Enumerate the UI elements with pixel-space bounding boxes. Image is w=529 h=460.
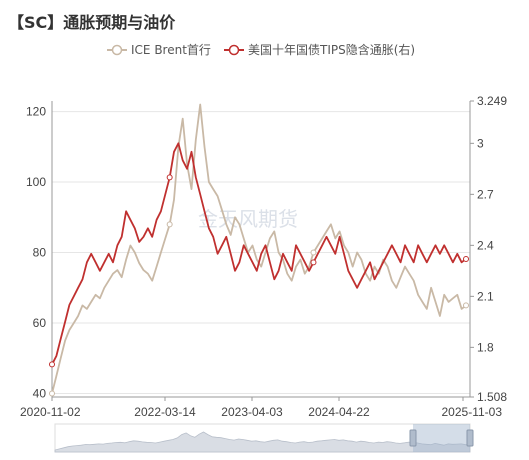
series-marker bbox=[310, 259, 317, 266]
x-tick-label: 2024-04-22 bbox=[308, 405, 370, 419]
y-left-tick-label: 60 bbox=[33, 316, 47, 330]
series-marker bbox=[49, 361, 55, 368]
chart-title: 【SC】通胀预期与油价 bbox=[8, 13, 176, 32]
y-right-tick-label: 2.4 bbox=[477, 238, 494, 252]
series-layer bbox=[49, 103, 469, 397]
y-right-tick-label: 3 bbox=[477, 136, 484, 150]
series-marker bbox=[49, 390, 55, 397]
y-left-tick-label: 120 bbox=[26, 105, 46, 119]
series-marker bbox=[463, 302, 469, 309]
series-marker bbox=[463, 255, 469, 262]
series-line-tips bbox=[51, 142, 467, 365]
y-right-tick-label: 1.508 bbox=[477, 390, 507, 404]
y-left-tick-label: 80 bbox=[33, 246, 47, 260]
legend-item-brent[interactable]: ICE Brent首行 bbox=[107, 43, 211, 57]
legend-item-tips[interactable]: 美国十年国债TIPS隐含通胀(右) bbox=[224, 42, 415, 57]
x-tick-label: 2023-04-03 bbox=[221, 405, 283, 419]
x-tick-label: 2020-11-02 bbox=[20, 405, 81, 419]
zoom-window[interactable] bbox=[413, 424, 470, 452]
zoom-minimap bbox=[54, 431, 471, 453]
zoom-handle-left[interactable] bbox=[409, 429, 417, 447]
series-marker bbox=[166, 174, 173, 181]
legend-label-tips: 美国十年国债TIPS隐含通胀(右) bbox=[248, 42, 415, 57]
x-tick-label: 2022-03-14 bbox=[134, 405, 196, 419]
series-marker bbox=[310, 249, 317, 256]
y-right-tick-label: 3.249 bbox=[477, 94, 507, 108]
y-left-tick-label: 100 bbox=[26, 175, 46, 189]
zoom-slider[interactable] bbox=[54, 423, 474, 453]
x-tick-label: 2025-11-03 bbox=[442, 405, 503, 419]
y-left-tick-label: 40 bbox=[33, 386, 47, 400]
legend[interactable]: ICE Brent首行 美国十年国债TIPS隐含通胀(右) bbox=[107, 42, 415, 57]
series-marker bbox=[166, 221, 173, 228]
y-right-tick-label: 2.7 bbox=[477, 187, 494, 201]
watermark: 金天风期货 bbox=[198, 207, 298, 231]
axes: 40 60 80 100 120 1.508 1.8 2.1 2.4 2.7 3 3.249 2020-… bbox=[20, 94, 507, 419]
legend-label-brent: ICE Brent首行 bbox=[131, 43, 211, 57]
y-right-tick-label: 2.1 bbox=[477, 289, 494, 303]
y-right-tick-label: 1.8 bbox=[477, 340, 494, 354]
zoom-handle-right[interactable] bbox=[466, 429, 474, 447]
